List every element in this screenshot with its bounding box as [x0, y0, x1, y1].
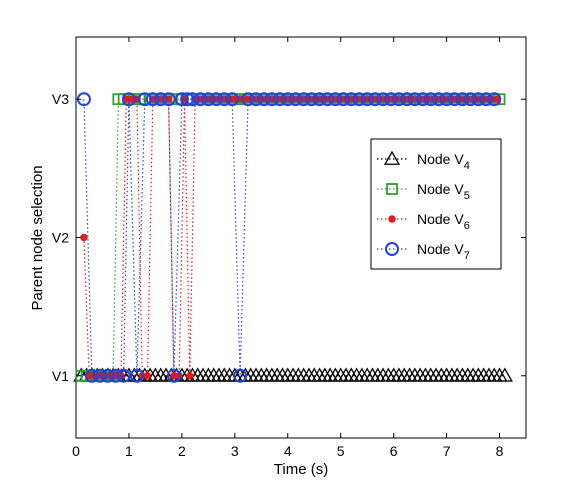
series-point: [384, 92, 398, 107]
series-point: [264, 92, 279, 107]
legend-label-subscript: 6: [464, 220, 470, 232]
series-point: [145, 92, 160, 107]
x-tick-label: 8: [496, 443, 504, 459]
series-point: [143, 372, 152, 380]
legend-label-main: Node V: [417, 181, 464, 197]
series-point: [288, 92, 303, 107]
series-point: [185, 92, 200, 107]
series-point: [166, 368, 181, 383]
series-point: [423, 92, 438, 107]
series-point: [233, 368, 248, 383]
y-tick-label: V1: [52, 368, 69, 384]
legend-entry: Node V4: [377, 150, 470, 172]
series-point: [360, 92, 375, 107]
series-point: [84, 368, 99, 383]
x-tick-label: 1: [125, 443, 133, 459]
series-point: [225, 92, 240, 107]
legend-label-main: Node V: [417, 241, 464, 257]
series-point: [447, 92, 462, 107]
legend-marker: [385, 242, 399, 256]
x-axis-label: Time (s): [274, 461, 328, 478]
series-point: [496, 367, 513, 382]
legend-label: Node V7: [417, 241, 470, 262]
legend-label-subscript: 5: [464, 190, 470, 202]
legend-marker: [388, 215, 396, 223]
series-point: [249, 92, 263, 107]
legend-label: Node V5: [417, 181, 470, 202]
series-point: [455, 92, 470, 107]
x-tick-label: 4: [284, 443, 292, 459]
series-point: [320, 92, 335, 107]
series-point: [201, 92, 216, 107]
legend-label: Node V6: [417, 211, 470, 232]
series-point: [100, 368, 115, 383]
series-point: [161, 92, 176, 107]
legend-entry: Node V7: [377, 241, 470, 262]
series-point: [280, 92, 295, 107]
legend-label-subscript: 7: [464, 250, 470, 262]
y-tick-label: V2: [52, 230, 69, 246]
series-point: [391, 92, 406, 107]
legend-entry: Node V5: [377, 181, 470, 202]
legend-box: [370, 138, 502, 270]
series-point: [344, 92, 359, 107]
series-point: [471, 92, 486, 107]
series-point: [241, 92, 256, 107]
series-point: [304, 92, 319, 107]
series-point: [137, 92, 152, 107]
series-point: [407, 92, 422, 107]
x-tick-label: 3: [231, 443, 239, 459]
series-point: [186, 372, 194, 380]
series-point: [431, 92, 446, 107]
series-point: [439, 92, 454, 107]
series-point: [368, 92, 383, 107]
series-point: [336, 92, 351, 107]
ticks-layer: 0 1 2 3 4 5 6 7 8 V1 V2 V3: [52, 37, 526, 459]
series-point: [376, 92, 391, 107]
legend-marker: [383, 150, 401, 165]
series-point: [174, 92, 189, 107]
series-point: [92, 368, 107, 383]
y-tick-label: V3: [52, 91, 69, 107]
series-point: [487, 92, 502, 107]
series-point: [272, 92, 287, 107]
series-point: [209, 92, 224, 107]
series-point: [328, 92, 343, 107]
series-point: [479, 92, 494, 107]
x-tick-label: 2: [178, 443, 186, 459]
y-axis-label: Parent node selection: [29, 165, 46, 310]
series-point: [296, 92, 311, 107]
series-point: [180, 92, 195, 107]
series-point: [108, 368, 123, 383]
legend-entry: Node V6: [377, 211, 470, 232]
series-point: [129, 368, 144, 383]
series-point: [121, 92, 136, 107]
series-point: [415, 92, 430, 107]
x-tick-label: 7: [443, 443, 451, 459]
series-point: [399, 92, 414, 107]
series-point: [80, 233, 88, 242]
series-point: [312, 92, 327, 107]
legend-label-main: Node V: [417, 151, 464, 167]
legend-label-subscript: 4: [464, 160, 470, 172]
series-point: [153, 92, 168, 107]
series-point: [256, 92, 271, 107]
series-circle: [76, 92, 502, 383]
x-tick-label: 6: [390, 443, 398, 459]
legend-marker: [386, 183, 398, 195]
legend-label: Node V4: [417, 151, 470, 172]
series-point: [463, 92, 478, 107]
series-point: [217, 92, 232, 107]
x-tick-label: 0: [72, 443, 80, 459]
series-point: [116, 368, 131, 383]
series-layer: [73, 92, 513, 383]
series-point: [352, 92, 367, 107]
x-tick-label: 5: [337, 443, 345, 459]
legend-label-main: Node V: [417, 211, 464, 227]
series-point: [193, 92, 208, 107]
